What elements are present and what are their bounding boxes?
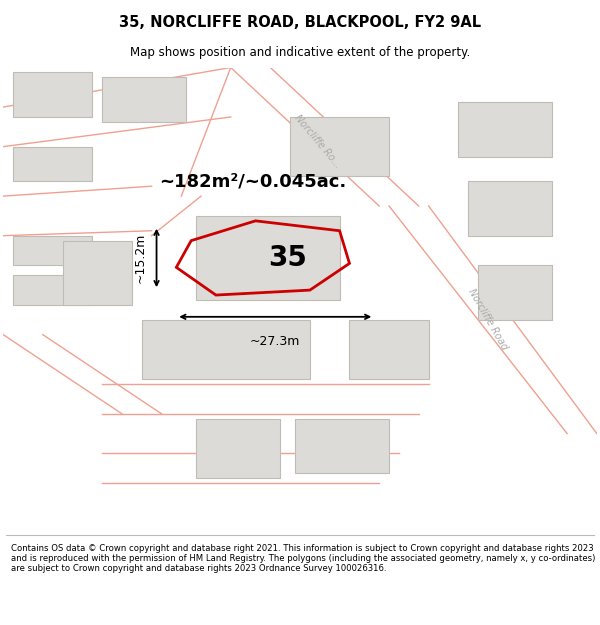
- Polygon shape: [290, 117, 389, 176]
- Text: Map shows position and indicative extent of the property.: Map shows position and indicative extent…: [130, 46, 470, 59]
- Text: Contains OS data © Crown copyright and database right 2021. This information is : Contains OS data © Crown copyright and d…: [11, 544, 595, 573]
- Polygon shape: [62, 241, 132, 305]
- Polygon shape: [102, 78, 186, 122]
- Polygon shape: [349, 320, 428, 379]
- Polygon shape: [13, 236, 92, 266]
- Polygon shape: [13, 275, 92, 305]
- Polygon shape: [196, 216, 340, 300]
- Text: Norcliffe Ro...: Norcliffe Ro...: [293, 113, 343, 170]
- Polygon shape: [196, 419, 280, 478]
- Polygon shape: [468, 181, 552, 236]
- Text: Norcliffe Road: Norcliffe Road: [466, 288, 509, 352]
- Polygon shape: [13, 147, 92, 181]
- Polygon shape: [295, 419, 389, 473]
- Polygon shape: [13, 72, 92, 117]
- Text: 35: 35: [268, 244, 307, 272]
- Polygon shape: [458, 102, 552, 156]
- Text: ~182m²/~0.045ac.: ~182m²/~0.045ac.: [159, 173, 346, 190]
- Text: ~15.2m: ~15.2m: [134, 232, 146, 283]
- Polygon shape: [142, 320, 310, 379]
- Polygon shape: [478, 266, 552, 320]
- Text: 35, NORCLIFFE ROAD, BLACKPOOL, FY2 9AL: 35, NORCLIFFE ROAD, BLACKPOOL, FY2 9AL: [119, 15, 481, 30]
- Text: ~27.3m: ~27.3m: [250, 334, 301, 348]
